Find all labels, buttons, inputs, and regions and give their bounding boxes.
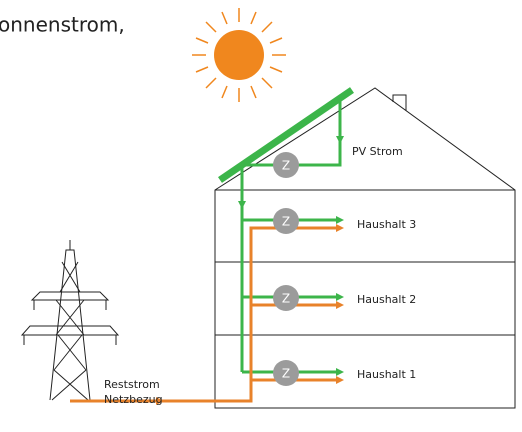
sun [192,8,286,102]
pv-label: PV Strom [352,145,403,158]
grid-label: Reststrom [104,378,160,391]
household-label: Haushalt 1 [357,368,416,381]
pylon [20,240,120,401]
household-label: Haushalt 2 [357,293,416,306]
meter-label: Z [282,215,290,229]
meter: Z [273,360,299,386]
meter: Z [273,152,299,178]
household-label: Haushalt 3 [357,218,416,231]
meter: Z [273,208,299,234]
caption: onnenstrom, [0,13,125,37]
grid-label: Netzbezug [104,393,163,406]
meter-label: Z [282,292,290,306]
grid-flow [160,226,337,403]
house [214,87,516,409]
meter-label: Z [282,159,290,173]
meter: Z [273,285,299,311]
meter-label: Z [282,367,290,381]
